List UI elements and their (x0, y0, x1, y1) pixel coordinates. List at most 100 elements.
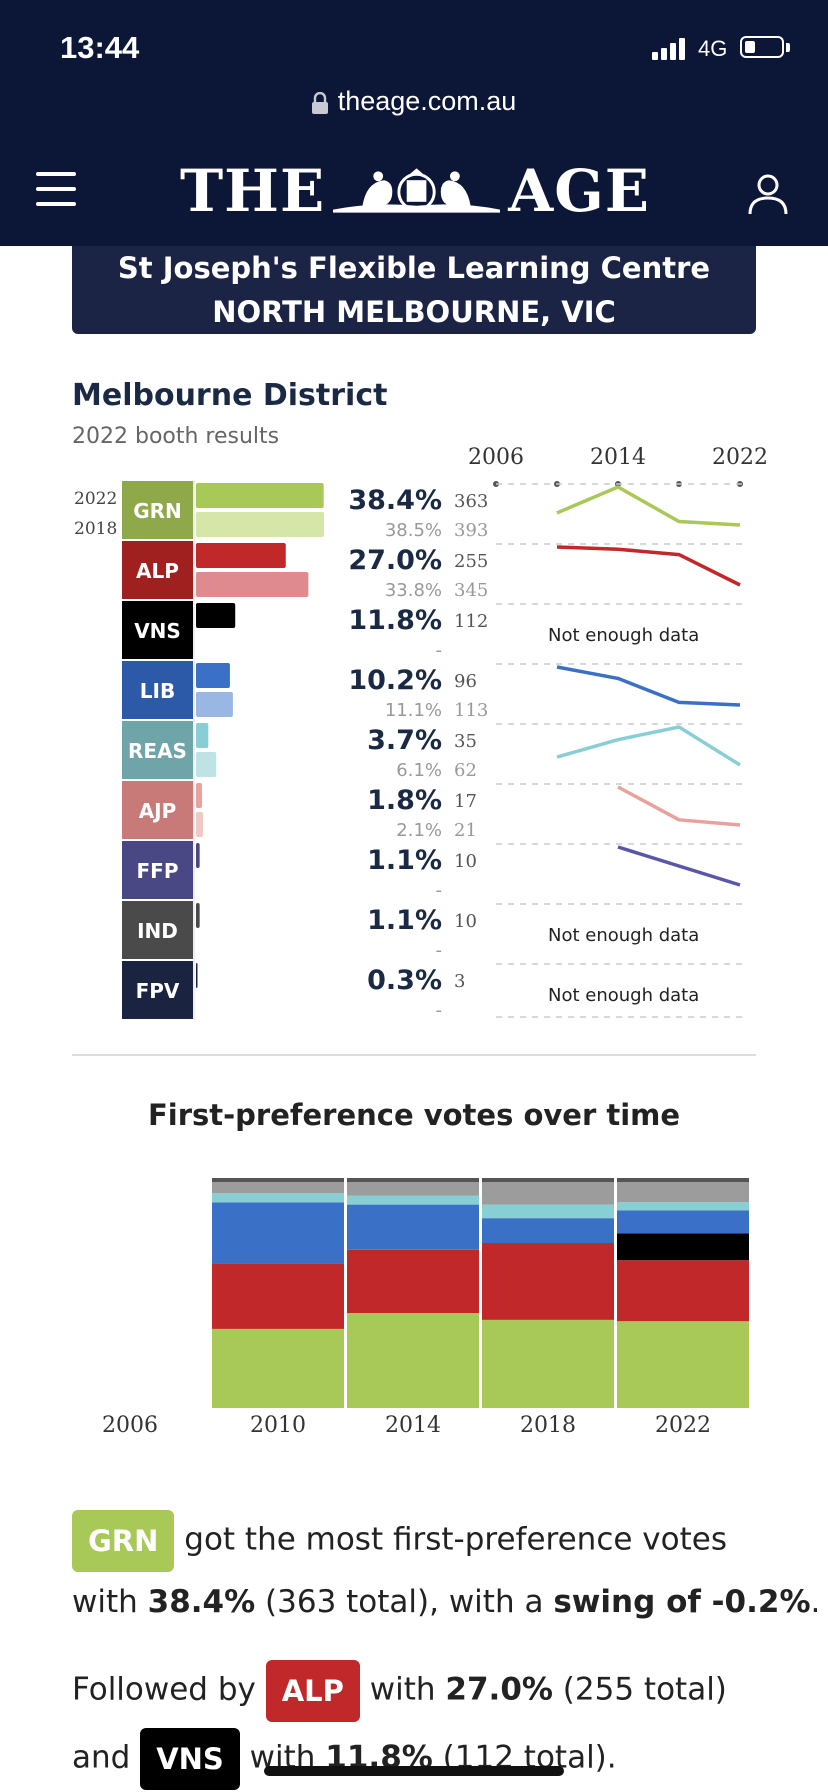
trend-line-ffp (617, 845, 741, 887)
summary-text: with (72, 1584, 148, 1620)
party-label: FFP (137, 859, 179, 883)
summary-pct: 27.0% (445, 1671, 553, 1708)
votes-2018: 21 (454, 820, 477, 841)
bar-2018 (196, 692, 233, 717)
votes-2018: 393 (454, 520, 488, 541)
votes-2022: 255 (454, 551, 488, 572)
summary-text: (255 total) (552, 1671, 727, 1708)
pct-2018: 11.1% (385, 700, 442, 721)
bar-2022 (196, 903, 200, 928)
booth-name: St Joseph's Flexible Learning Centre (117, 251, 711, 285)
bar-2022 (196, 723, 209, 748)
stack-segment-other (347, 1182, 479, 1196)
votes-2018: 345 (454, 580, 488, 601)
bar-2018 (196, 512, 324, 537)
user-icon[interactable] (746, 172, 790, 216)
stack-segment-alp (212, 1263, 344, 1329)
home-indicator[interactable] (264, 1766, 564, 1776)
trend-line-alp (556, 545, 741, 587)
stack-segment-reas (617, 1202, 749, 1211)
party-pill-vns: VNS (140, 1728, 240, 1790)
votes-2018: 62 (454, 760, 477, 781)
summary-pct: 38.4% (147, 1584, 256, 1620)
party-label: IND (137, 919, 178, 943)
stack-segment-reas (482, 1204, 614, 1219)
bar-2018 (196, 752, 217, 777)
summary-text-1: got the most first-preference votes (184, 1521, 727, 1558)
party-label-box (122, 481, 193, 539)
district-subtitle: 2022 booth results (72, 424, 280, 449)
bar-2022 (196, 843, 200, 868)
party-label-box (122, 901, 193, 959)
stack-segment-reas (212, 1193, 344, 1203)
bar-2022 (196, 663, 230, 688)
summary-text: (363 total), with a (255, 1584, 554, 1620)
party-label-box (122, 661, 193, 719)
pct-2018: - (436, 640, 443, 661)
bar-2022 (196, 483, 324, 508)
bar-2022 (196, 543, 286, 568)
votes-2018: 113 (454, 700, 488, 721)
votes-2022: 10 (454, 911, 477, 932)
pct-2022: 3.7% (367, 725, 442, 756)
top-bar: 13:44 4G theage.com.au THE AGE (0, 0, 828, 246)
summary-text: Followed by (72, 1671, 256, 1708)
stack-segment-grn (482, 1319, 614, 1408)
summary-text: and (72, 1739, 131, 1776)
summary-text: with (359, 1671, 446, 1708)
votes-2022: 363 (454, 491, 488, 512)
pct-2022: 0.3% (367, 965, 442, 996)
trend-line-grn (556, 485, 741, 527)
logo-text-left: THE (180, 157, 326, 225)
site-logo[interactable]: THE AGE (180, 156, 650, 226)
votes-2022: 17 (454, 791, 477, 812)
stack-segment-grn (617, 1321, 749, 1408)
stack-x-label: 2006 (102, 1413, 158, 1438)
bar-2022 (196, 963, 198, 988)
stack-segment-lib (482, 1218, 614, 1244)
summary-line-1: GRN got the most first-preference votes (72, 1510, 727, 1572)
party-label-box (122, 961, 193, 1019)
pct-2022: 11.8% (348, 605, 442, 636)
not-enough-data: Not enough data (548, 985, 699, 1006)
lock-icon (311, 91, 328, 114)
party-label-box (122, 781, 193, 839)
stack-segment-alp (482, 1243, 614, 1320)
party-label: REAS (128, 739, 187, 763)
stack-segment-other (212, 1182, 344, 1194)
party-label-box (122, 721, 193, 779)
bar-2022 (196, 783, 202, 808)
stack-x-label: 2022 (655, 1413, 711, 1438)
trend-line-reas (556, 725, 741, 767)
menu-icon[interactable] (36, 172, 76, 210)
stack-segment-alp (347, 1249, 479, 1314)
summary-swing: swing of -0.2% (553, 1584, 811, 1620)
pct-2022: 38.4% (348, 485, 442, 516)
pct-2022: 10.2% (348, 665, 442, 696)
year-label-2022: 2022 (74, 489, 117, 509)
summary-line-3: Followed by ALP with 27.0% (255 total) (72, 1660, 727, 1722)
votes-2022: 112 (454, 611, 488, 632)
pct-2018: 33.8% (385, 580, 442, 601)
stack-top-cap (347, 1178, 479, 1182)
address-bar[interactable]: theage.com.au (0, 86, 828, 117)
line-tick-label: 2014 (590, 445, 646, 470)
pct-2018: - (436, 880, 443, 901)
stack-segment-lib (347, 1204, 479, 1250)
votes-2022: 3 (454, 971, 465, 992)
stack-segment-lib (617, 1210, 749, 1234)
party-label: AJP (139, 799, 177, 823)
battery-icon (740, 36, 784, 58)
trend-line-ajp (617, 785, 741, 827)
status-time: 13:44 (60, 30, 140, 65)
pct-2018: 2.1% (396, 820, 442, 841)
signal-icon (652, 38, 685, 60)
party-label: ALP (136, 559, 179, 583)
not-enough-data: Not enough data (548, 925, 699, 946)
party-pill-alp: ALP (265, 1660, 360, 1722)
not-enough-data: Not enough data (548, 625, 699, 646)
battery-tip (786, 43, 790, 52)
bar-2018 (196, 812, 203, 837)
party-label: FPV (136, 979, 180, 1003)
line-tick-label: 2022 (712, 445, 768, 470)
